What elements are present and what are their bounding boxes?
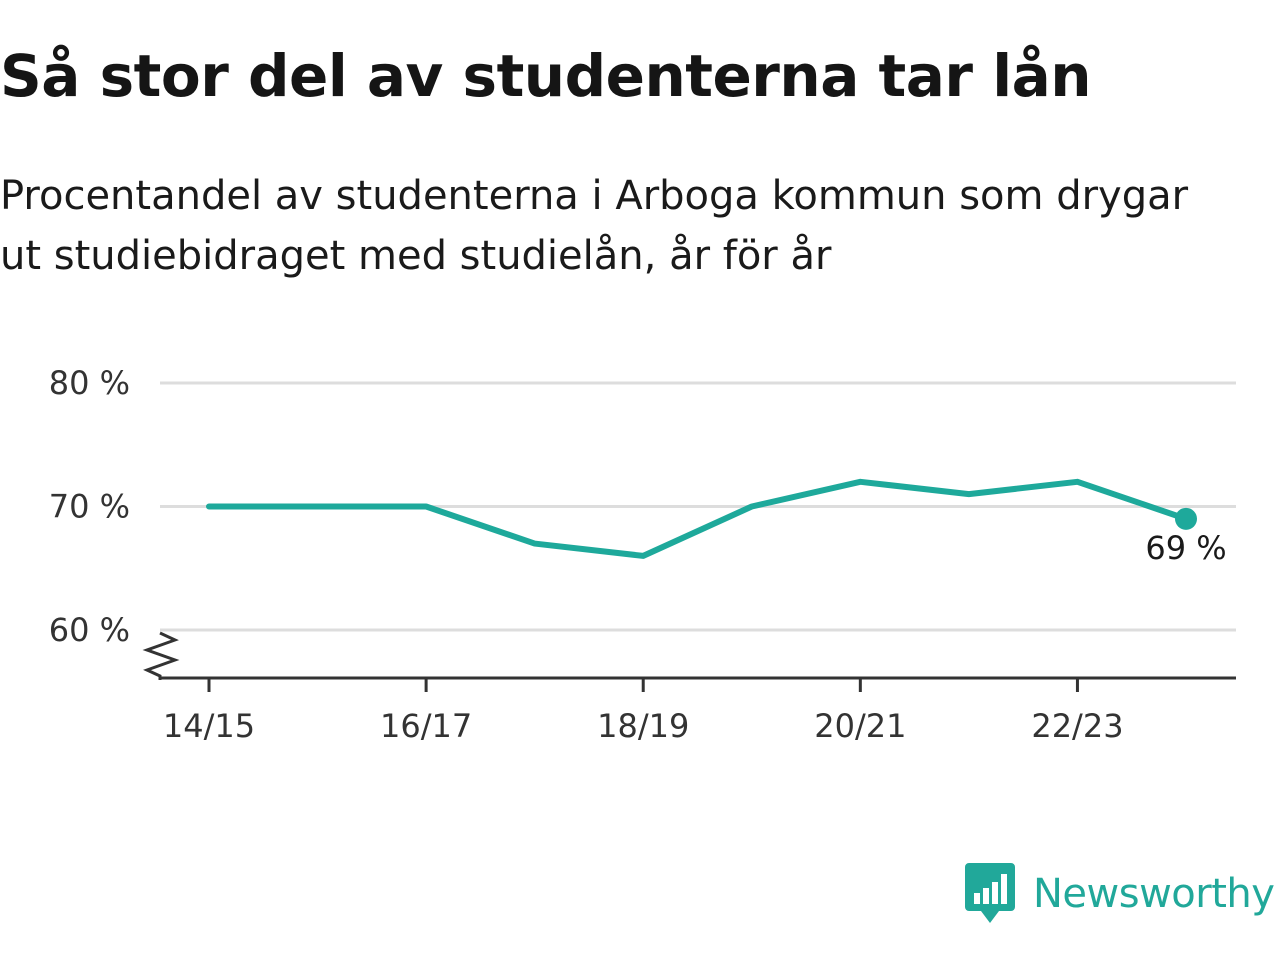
newsworthy-brand: Newsworthy bbox=[965, 862, 1275, 926]
x-tick-label: 20/21 bbox=[814, 707, 906, 745]
x-axis bbox=[142, 631, 1236, 692]
y-tick-label: 80 % bbox=[49, 364, 130, 402]
x-tick-label: 14/15 bbox=[163, 707, 255, 745]
chart-subtitle: Procentandel av studenterna i Arboga kom… bbox=[0, 173, 1189, 279]
x-tick-label: 16/17 bbox=[380, 707, 472, 745]
series-line bbox=[206, 478, 1189, 559]
y-axis-break-icon bbox=[142, 631, 180, 680]
newsworthy-logo-icon bbox=[965, 863, 1015, 923]
y-tick-label: 60 % bbox=[49, 611, 130, 649]
y-tick-label: 70 % bbox=[49, 488, 130, 526]
x-tick-label: 18/19 bbox=[597, 707, 689, 745]
end-point bbox=[1175, 507, 1197, 530]
brand-name: Newsworthy bbox=[1033, 871, 1275, 917]
y-axis-labels: 60 % 70 % 80 % bbox=[49, 364, 130, 649]
x-tick-label: 22/23 bbox=[1031, 707, 1123, 745]
chart-title: Så stor del av studenterna tar lån bbox=[0, 42, 1092, 110]
series-layer: 69 % bbox=[206, 478, 1227, 567]
x-axis-labels: 14/15 16/17 18/19 20/21 22/23 bbox=[163, 707, 1124, 745]
end-value-label: 69 % bbox=[1145, 529, 1226, 567]
